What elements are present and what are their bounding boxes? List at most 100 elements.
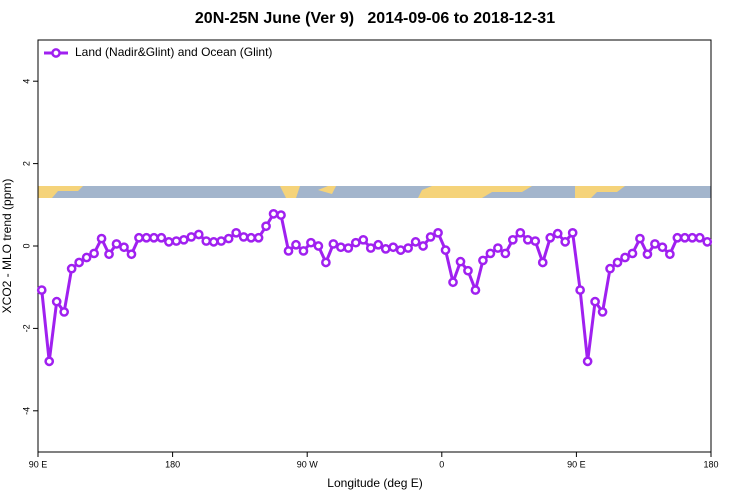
data-point [433, 227, 443, 238]
data-point [440, 245, 451, 255]
data-point [380, 244, 391, 254]
data-point [694, 232, 705, 243]
data-point [89, 248, 99, 259]
data-point [522, 234, 533, 245]
y-tick-label: 0 [21, 243, 31, 248]
data-point [493, 243, 503, 253]
data-point [567, 227, 578, 238]
data-point [358, 234, 369, 245]
data-point [500, 248, 511, 259]
data-point [448, 277, 458, 288]
data-point [216, 236, 227, 246]
data-point [642, 249, 653, 260]
data-point [597, 307, 608, 317]
y-tick-label: -4 [21, 407, 31, 415]
data-point [612, 257, 623, 268]
data-point [306, 237, 316, 248]
data-point [193, 229, 204, 240]
data-point [44, 356, 55, 367]
data-point [507, 234, 518, 245]
data-point [81, 252, 92, 263]
data-point [51, 296, 62, 307]
data-point [350, 237, 361, 248]
data-point [126, 249, 137, 260]
y-axis-label: XCO2 - MLO trend (ppm) [0, 179, 14, 314]
data-point [74, 257, 84, 268]
data-point [268, 209, 279, 219]
chart-title: 20N-25N June (Ver 9) 2014-09-06 to 2018-… [195, 10, 555, 27]
data-point [455, 256, 466, 267]
data-point [59, 307, 70, 317]
data-point [679, 232, 690, 243]
y-tick-label: 2 [21, 161, 31, 166]
data-point [552, 228, 563, 239]
data-point [253, 232, 264, 243]
data-point [395, 245, 406, 255]
data-point [283, 246, 294, 256]
data-point [156, 232, 167, 243]
x-tick-label: 180 [165, 459, 180, 469]
data-point [328, 239, 339, 249]
data-point [478, 255, 488, 266]
data-point [582, 356, 593, 367]
data-point [208, 237, 219, 247]
data-point [388, 242, 399, 253]
data-point [620, 252, 630, 263]
data-point [141, 232, 152, 243]
data-point [171, 236, 182, 246]
data-point [186, 232, 197, 242]
data-point [590, 296, 600, 307]
data-point [545, 232, 556, 243]
data-point [201, 236, 212, 246]
data-point [403, 243, 413, 253]
data-point [291, 239, 301, 250]
data-point [657, 242, 668, 253]
x-tick-label: 90 E [29, 459, 48, 469]
data-point [119, 242, 129, 253]
legend-label: Land (Nadir&Glint) and Ocean (Glint) [75, 45, 272, 59]
map-strip [38, 186, 711, 198]
data-point [178, 234, 189, 245]
data-point [410, 237, 421, 247]
data-point [485, 248, 496, 259]
data-point [104, 249, 114, 260]
data-point [365, 243, 376, 253]
data-point [36, 285, 47, 295]
data-point [246, 232, 256, 243]
data-point [373, 239, 384, 250]
data-point [111, 239, 122, 249]
data-point [321, 257, 331, 268]
legend-marker [51, 48, 61, 58]
data-point [223, 233, 234, 244]
x-tick-label: 180 [703, 459, 718, 469]
data-point [238, 232, 249, 242]
data-point [149, 232, 159, 243]
data-point [665, 249, 675, 260]
data-point [418, 241, 428, 251]
data-point [343, 243, 354, 253]
map-land [38, 186, 625, 198]
y-tick-label: 4 [21, 79, 31, 84]
data-point [336, 242, 346, 253]
data-point [313, 241, 324, 251]
data-point [515, 227, 526, 238]
data-point [650, 239, 660, 249]
data-point [537, 257, 548, 268]
data-point [276, 210, 286, 220]
data-point [635, 233, 645, 244]
data-point [231, 227, 242, 238]
data-point [560, 237, 571, 247]
data-point [605, 263, 615, 274]
data-point [575, 285, 585, 295]
data-point [134, 232, 144, 243]
data-point [687, 232, 698, 243]
data-point [96, 233, 107, 244]
data-point [470, 285, 481, 295]
data-point [702, 237, 713, 247]
data-point [672, 232, 683, 243]
data-point [627, 248, 638, 259]
data-point [530, 236, 541, 246]
x-tick-label: 90 W [297, 459, 319, 469]
